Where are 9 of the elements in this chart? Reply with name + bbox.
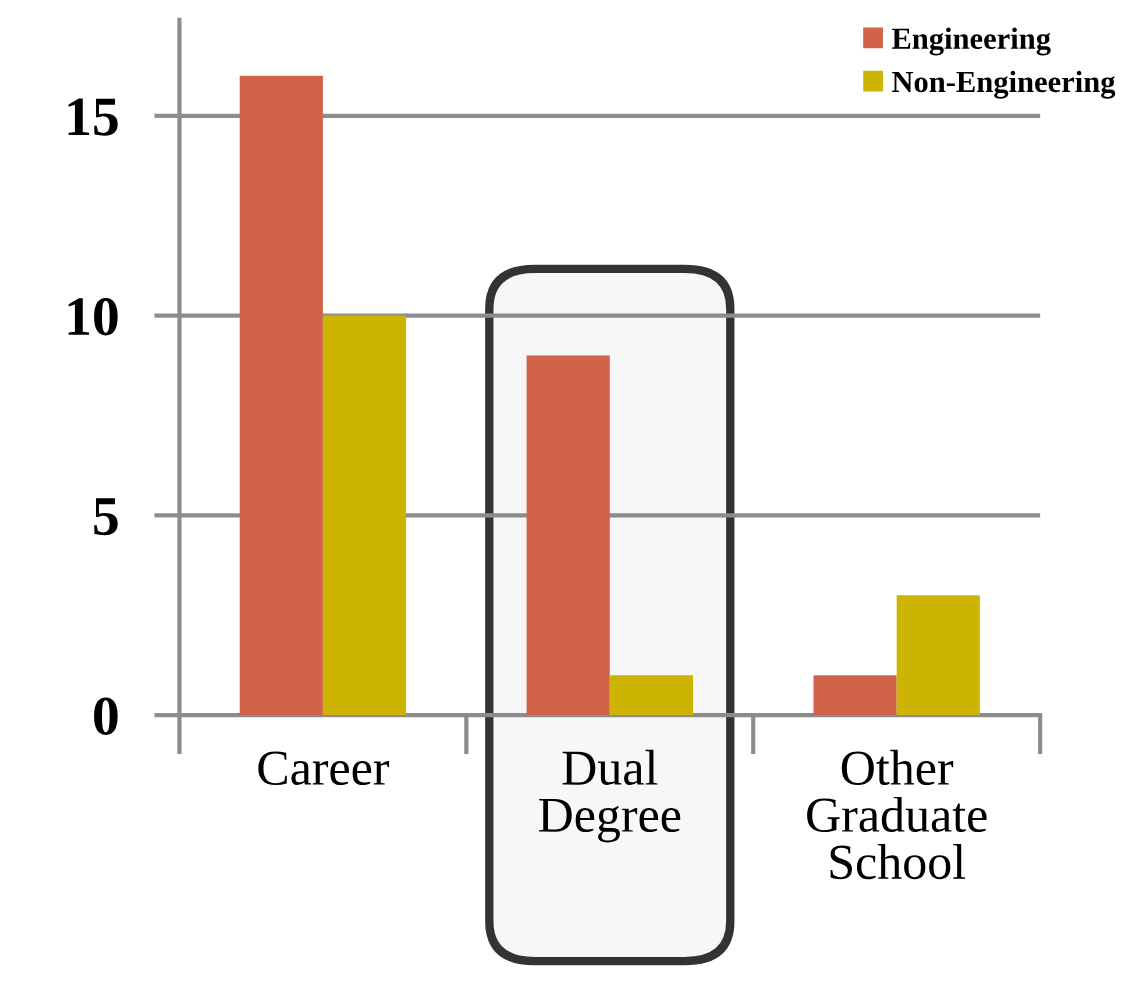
- y-tick-label: 15: [68, 98, 118, 136]
- legend-label: Non-Engineering: [891, 70, 1116, 99]
- legend-label: Engineering: [891, 27, 1051, 56]
- y-tick-label: 5: [94, 498, 118, 536]
- x-tick-label: Dual Degree: [539, 749, 681, 843]
- y-tick-label: 10: [68, 297, 118, 336]
- x-tick-label: Career: [258, 751, 390, 786]
- y-tick-label: 0: [94, 697, 118, 735]
- x-tick-label: Other Graduate School: [807, 749, 987, 880]
